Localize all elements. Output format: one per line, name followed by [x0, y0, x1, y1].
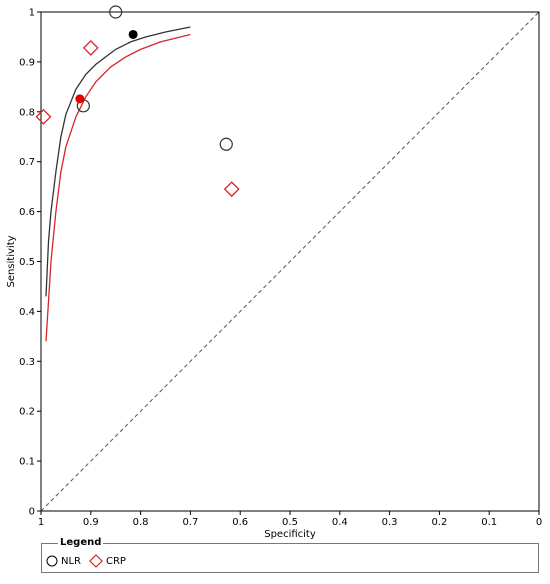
- sroc-curves: [45, 26, 191, 342]
- y-tick-label: 0.9: [19, 57, 35, 68]
- x-tick-label: 0.6: [232, 517, 248, 528]
- x-tick-label: 0.4: [332, 517, 348, 528]
- summary-point-crp: [75, 94, 85, 104]
- y-tick-label: 0.7: [19, 157, 35, 168]
- study-point-nlr: [109, 5, 123, 19]
- sroc-curve-nlr: [45, 26, 191, 297]
- y-tick-label: 0.6: [19, 207, 35, 218]
- y-tick-label: 1: [29, 8, 35, 19]
- study-point-crp: [35, 108, 52, 125]
- legend-label-nlr: NLR: [61, 555, 81, 567]
- y-tick-label: 0.4: [19, 307, 35, 318]
- circle-marker-icon: [46, 555, 58, 567]
- x-axis-title: Specificity: [264, 529, 316, 540]
- sroc-curve-crp: [45, 33, 191, 342]
- x-tick-label: 1: [38, 517, 44, 528]
- legend-item-crp: CRP: [89, 554, 126, 568]
- y-axis-title: Sensitivity: [6, 235, 17, 287]
- diagonal-reference-line: [40, 11, 540, 512]
- summary-point-nlr: [128, 29, 138, 39]
- study-point-crp: [223, 181, 240, 198]
- x-tick-label: 0.2: [431, 517, 447, 528]
- y-tick-label: 0.3: [19, 357, 35, 368]
- study-points: [35, 5, 240, 198]
- y-tick-label: 0.2: [19, 407, 35, 418]
- x-tick-label: 0.8: [133, 517, 149, 528]
- x-tick-label: 0.9: [83, 517, 99, 528]
- legend-title: Legend: [58, 537, 104, 548]
- y-axis-ticks: 0 0.1 0.2 0.3 0.4 0.5 0.6 0.7 0.8 0.9 1: [19, 8, 41, 518]
- x-tick-label: 0.7: [182, 517, 198, 528]
- study-point-nlr: [219, 137, 233, 151]
- x-tick-label: 0.5: [282, 517, 298, 528]
- legend-label-crp: CRP: [106, 555, 126, 567]
- x-tick-label: 0.3: [382, 517, 398, 528]
- legend-item-nlr: NLR: [46, 554, 81, 568]
- x-axis-ticks: 1 0.9 0.8 0.7 0.6 0.5 0.4 0.3 0.2 0.1 0: [38, 511, 542, 528]
- legend: Legend NLR CRP: [41, 537, 539, 573]
- x-tick-label: 0.1: [481, 517, 497, 528]
- diamond-marker-icon: [89, 554, 103, 568]
- y-tick-label: 0.5: [19, 257, 35, 268]
- y-tick-label: 0.8: [19, 107, 35, 118]
- y-tick-label: 0.1: [19, 457, 35, 468]
- study-point-crp: [82, 40, 99, 56]
- x-tick-label: 0: [536, 517, 542, 528]
- y-tick-label: 0: [29, 507, 35, 518]
